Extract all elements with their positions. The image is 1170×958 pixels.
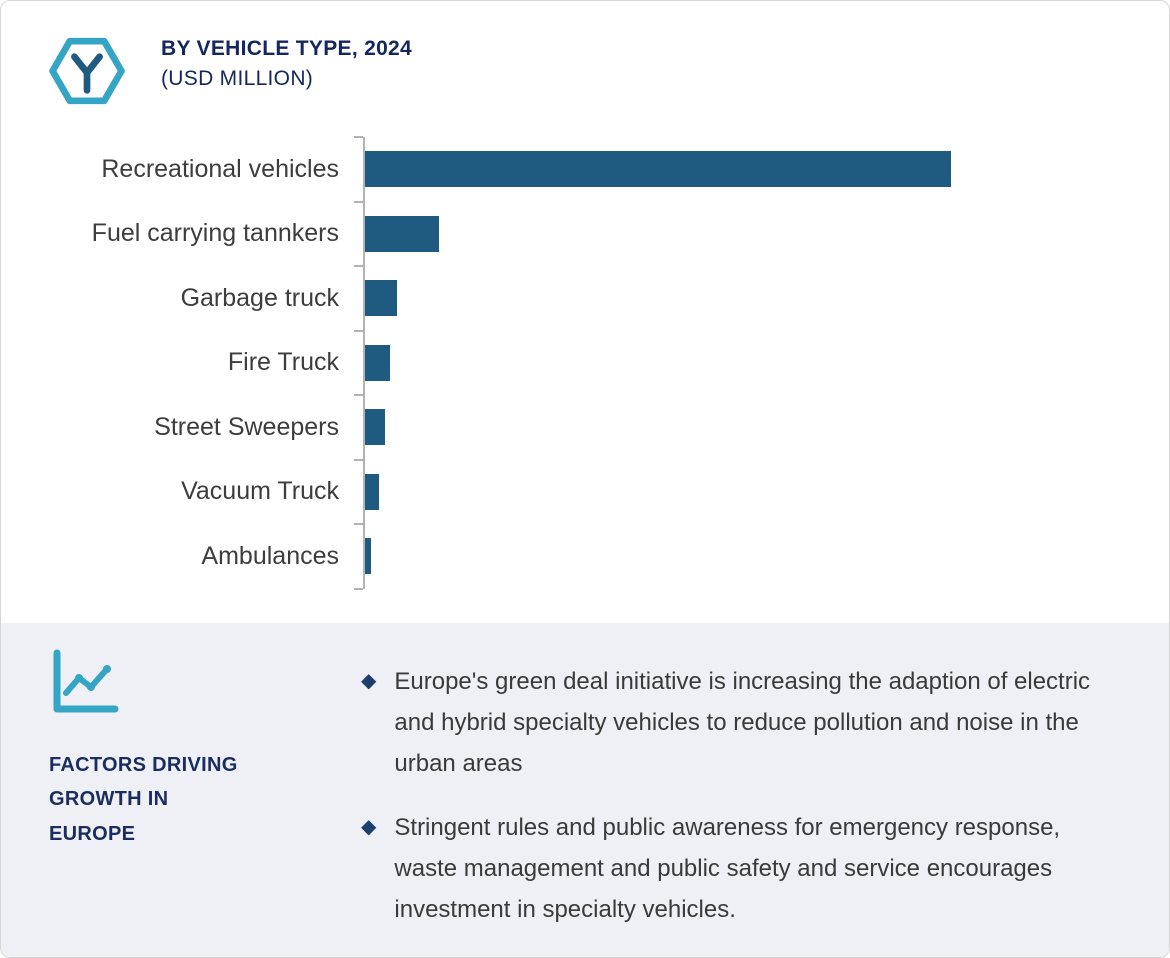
bar-cell	[354, 329, 1169, 395]
chart-row: Street Sweepers	[1, 394, 1169, 460]
factors-panel: FACTORS DRIVING GROWTH IN EUROPE ◆ Europe…	[1, 623, 1169, 957]
chart-titles: BY VEHICLE TYPE, 2024 (USD MILLION)	[161, 29, 412, 91]
bullet-item: ◆ Europe's green deal initiative is incre…	[361, 661, 1129, 784]
chart-header: BY VEHICLE TYPE, 2024 (USD MILLION)	[1, 1, 1169, 113]
bar-cell	[354, 458, 1169, 524]
bar	[365, 473, 380, 510]
chart-row: Vacuum Truck	[1, 458, 1169, 524]
bullet-text: Stringent rules and public awareness for…	[394, 814, 1061, 923]
bar-cell	[354, 200, 1169, 266]
diamond-bullet-icon: ◆	[361, 670, 377, 692]
category-label: Garbage truck	[180, 283, 339, 312]
bullet-text: Europe's green deal initiative is increa…	[394, 668, 1091, 777]
chart-row: Fuel carrying tannkers	[1, 200, 1169, 266]
chart-title: BY VEHICLE TYPE, 2024	[161, 37, 413, 60]
category-label: Recreational vehicles	[101, 154, 339, 183]
bar-cell	[354, 394, 1169, 460]
chart-rows: Recreational vehicles Fuel carrying tannk…	[1, 136, 1169, 589]
bar	[365, 409, 385, 446]
bar	[365, 538, 372, 575]
bar	[365, 151, 951, 188]
line-chart-icon	[53, 649, 119, 713]
category-label: Street Sweepers	[154, 412, 339, 441]
factors-bullets-column: ◆ Europe's green deal initiative is incre…	[361, 649, 1129, 957]
factors-left-column: FACTORS DRIVING GROWTH IN EUROPE	[49, 649, 361, 957]
chart-row: Fire Truck	[1, 329, 1169, 395]
diamond-bullet-icon: ◆	[361, 816, 377, 838]
bar	[365, 344, 391, 381]
category-label: Ambulances	[201, 541, 339, 570]
category-label: Vacuum Truck	[181, 477, 339, 506]
bullet-list: ◆ Europe's green deal initiative is incre…	[361, 661, 1129, 930]
chart-subtitle: (USD MILLION)	[161, 67, 314, 90]
chart-row: Recreational vehicles	[1, 136, 1169, 202]
bar-cell	[354, 136, 1169, 202]
factors-heading: FACTORS DRIVING GROWTH IN EUROPE	[49, 754, 238, 845]
hexagon-y-logo-icon	[49, 37, 125, 105]
category-label: Fire Truck	[227, 348, 339, 377]
chart-row: Ambulances	[1, 523, 1169, 589]
chart-section: BY VEHICLE TYPE, 2024 (USD MILLION) Recr…	[1, 1, 1169, 623]
category-label: Fuel carrying tannkers	[91, 219, 339, 248]
bar-cell	[354, 523, 1169, 589]
bar	[365, 280, 398, 317]
chart-row: Garbage truck	[1, 265, 1169, 331]
bar-cell	[354, 265, 1169, 331]
bar	[365, 215, 439, 252]
bullet-item: ◆ Stringent rules and public awareness fo…	[361, 807, 1129, 930]
bar-chart: Recreational vehicles Fuel carrying tannk…	[1, 136, 1169, 589]
